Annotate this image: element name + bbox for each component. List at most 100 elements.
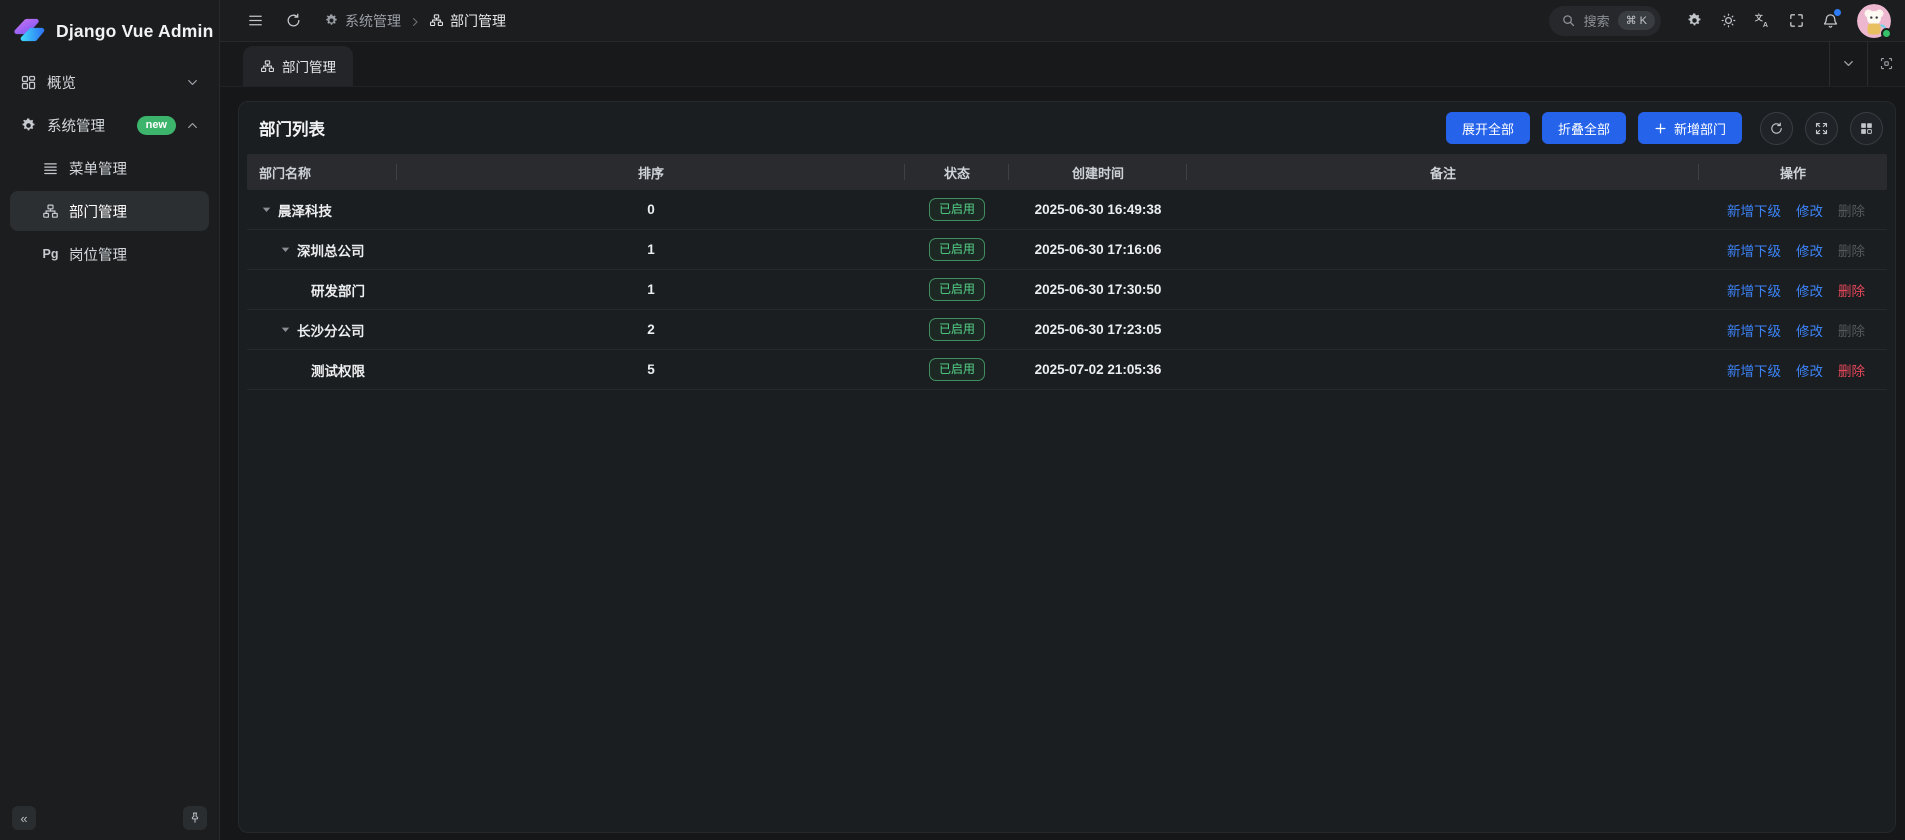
content-maximize-button[interactable] (1867, 41, 1905, 86)
tree-expand-toggle[interactable] (278, 322, 293, 337)
dashboard-icon (20, 74, 37, 91)
edit-link[interactable]: 修改 (1796, 243, 1823, 259)
dept-name: 研发部门 (311, 283, 365, 299)
table-refresh-button[interactable] (1760, 111, 1793, 145)
dept-name: 深圳总公司 (297, 243, 365, 259)
created-time: 2025-06-30 17:16:06 (1034, 242, 1162, 257)
edit-link[interactable]: 修改 (1796, 283, 1823, 299)
bell-icon (1823, 14, 1837, 28)
delete-link: 删除 (1838, 203, 1865, 219)
delete-link: 删除 (1838, 323, 1865, 339)
pin-icon (191, 812, 199, 823)
search-shortcut: ⌘ K (1617, 11, 1655, 30)
translate-icon: 文A (1754, 13, 1767, 29)
column-header: 部门名称 (247, 154, 397, 190)
sidebar-item-overview[interactable]: 概览 (10, 62, 209, 102)
sitemap-icon (42, 203, 59, 220)
status-badge: 已启用 (928, 238, 985, 261)
sidebar-item-menu-mgmt[interactable]: 菜单管理 (10, 148, 209, 188)
sidebar-item-system[interactable]: 系统管理 new (10, 105, 209, 145)
sidebar-item-post-mgmt[interactable]: Pg 岗位管理 (10, 234, 209, 274)
grid-icon (1861, 122, 1872, 134)
delete-link[interactable]: 删除 (1838, 283, 1865, 299)
delete-link[interactable]: 删除 (1838, 363, 1865, 379)
fullscreen-button[interactable] (1781, 6, 1811, 36)
chevron-up-icon (186, 119, 199, 132)
dept-table: 部门名称 排序 状态 创建时间 备注 操作 晨泽科技 0 已启用 2025-06-30 16:4… (247, 154, 1887, 832)
user-avatar[interactable] (1857, 3, 1892, 39)
sidebar-item-label: 岗位管理 (69, 247, 127, 264)
table-row: 研发部门 1 已启用 2025-06-30 17:30:50 新增下级 修改 删除 (247, 270, 1887, 310)
add-child-link[interactable]: 新增下级 (1727, 203, 1781, 219)
sidebar-toggle-button[interactable] (240, 6, 270, 36)
edit-link[interactable]: 修改 (1796, 323, 1823, 339)
tabs-dropdown-button[interactable] (1829, 41, 1867, 86)
dept-name: 晨泽科技 (278, 203, 332, 219)
add-child-link[interactable]: 新增下级 (1727, 363, 1781, 379)
sidebar-footer: « (0, 806, 219, 830)
sidebar-collapse-button[interactable]: « (12, 806, 36, 830)
tree-expand-toggle[interactable] (278, 242, 293, 257)
settings-button[interactable] (1679, 6, 1709, 36)
expand-all-button[interactable]: 展开全部 (1445, 112, 1530, 144)
add-child-link[interactable]: 新增下级 (1727, 323, 1781, 339)
table-row: 长沙分公司 2 已启用 2025-06-30 17:23:05 新增下级 修改 删除 (247, 310, 1887, 350)
content-area: 部门列表 展开全部 折叠全部 新增部门 (220, 87, 1905, 840)
refresh-page-button[interactable] (278, 6, 308, 36)
sidebar-item-label: 系统管理 (47, 118, 105, 135)
add-child-link[interactable]: 新增下级 (1727, 243, 1781, 259)
edit-link[interactable]: 修改 (1796, 363, 1823, 379)
notifications-button[interactable] (1815, 6, 1845, 36)
status-badge: 已启用 (928, 318, 985, 341)
gear-icon (1688, 13, 1700, 26)
sidebar-item-dept-mgmt[interactable]: 部门管理 (10, 191, 209, 231)
column-header: 状态 (905, 154, 1009, 190)
hamburger-icon (248, 15, 262, 26)
pg-text-icon: Pg (42, 247, 59, 261)
add-dept-button[interactable]: 新增部门 (1637, 112, 1742, 144)
breadcrumb-item[interactable]: 系统管理 (324, 11, 401, 31)
tab-dept-mgmt[interactable]: 部门管理 (243, 46, 353, 86)
created-time: 2025-06-30 17:23:05 (1034, 322, 1162, 337)
new-badge: new (136, 115, 176, 135)
breadcrumb-item[interactable]: 部门管理 (429, 11, 506, 31)
search-icon (1561, 13, 1576, 28)
gear-icon (20, 117, 37, 134)
dept-sort: 0 (647, 202, 655, 217)
table-fullscreen-button[interactable] (1805, 111, 1838, 145)
search-placeholder: 搜索 (1583, 14, 1610, 29)
status-badge: 已启用 (928, 278, 985, 301)
column-header: 排序 (397, 154, 905, 190)
table-row: 晨泽科技 0 已启用 2025-06-30 16:49:38 新增下级 修改 删除 (247, 190, 1887, 230)
maximize-icon (1880, 57, 1893, 70)
gear-icon (324, 13, 339, 28)
column-header: 操作 (1779, 165, 1806, 181)
sidebar-item-label: 菜单管理 (69, 161, 127, 178)
dept-sort: 1 (647, 242, 655, 257)
chevron-down-icon (1844, 61, 1853, 66)
dept-name: 测试权限 (311, 363, 365, 379)
refresh-icon (287, 13, 299, 27)
card-header: 部门列表 展开全部 折叠全部 新增部门 (239, 102, 1895, 154)
column-settings-button[interactable] (1850, 111, 1883, 145)
status-badge: 已启用 (928, 358, 985, 381)
created-time: 2025-06-30 16:49:38 (1034, 202, 1162, 217)
breadcrumb-label: 部门管理 (450, 12, 506, 29)
column-header: 备注 (1187, 154, 1699, 190)
theme-toggle-button[interactable] (1713, 6, 1743, 36)
created-time: 2025-07-02 21:05:36 (1034, 362, 1162, 377)
sitemap-icon (261, 59, 274, 72)
collapse-all-button[interactable]: 折叠全部 (1541, 112, 1626, 144)
dept-name: 长沙分公司 (297, 323, 365, 339)
edit-link[interactable]: 修改 (1796, 203, 1823, 219)
refresh-icon (1771, 121, 1782, 134)
search-input[interactable]: 搜索 ⌘ K (1548, 5, 1661, 36)
table-body: 晨泽科技 0 已启用 2025-06-30 16:49:38 新增下级 修改 删除 深圳总公司… (247, 190, 1887, 390)
tree-expand-toggle[interactable] (259, 202, 274, 217)
status-badge: 已启用 (928, 198, 985, 221)
sidebar-pin-button[interactable] (183, 806, 207, 830)
add-child-link[interactable]: 新增下级 (1727, 283, 1781, 299)
sitemap-icon (429, 13, 444, 28)
